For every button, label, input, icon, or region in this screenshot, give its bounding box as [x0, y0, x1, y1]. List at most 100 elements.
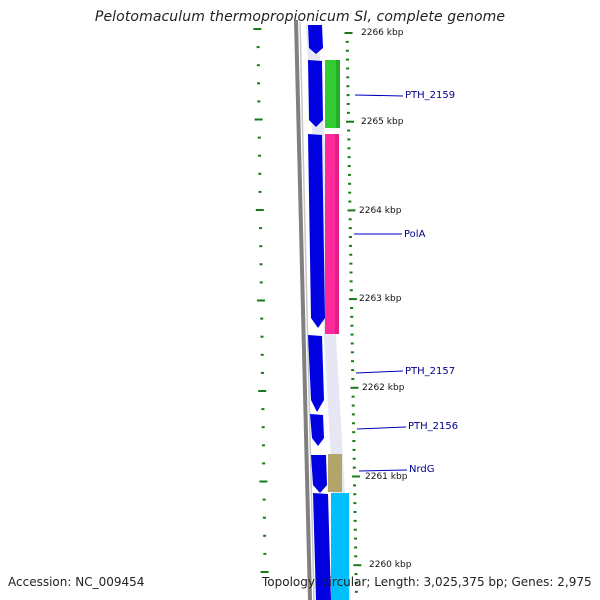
- label-leader-line: [354, 94, 404, 97]
- gene-arrow[interactable]: [311, 455, 327, 493]
- position-tick: [346, 76, 350, 79]
- ruler-dot: [263, 552, 267, 555]
- ruler-dot: [254, 118, 263, 121]
- ruler-dot: [253, 28, 262, 30]
- position-tick: [352, 431, 356, 434]
- gene-arrow[interactable]: [310, 414, 324, 446]
- position-tick: [352, 422, 356, 425]
- ruler-dot: [263, 534, 267, 537]
- position-tick: [349, 280, 353, 283]
- ruler-dot: [259, 480, 268, 483]
- gene-bar-next[interactable]: [331, 493, 349, 600]
- position-tick: [348, 200, 352, 203]
- position-tick: [350, 351, 354, 354]
- tick-label: 2263 kbp: [359, 294, 402, 304]
- ruler-dot: [258, 154, 262, 157]
- label-leader-line: [356, 426, 407, 430]
- position-tick: [352, 448, 356, 451]
- accession-text: Accession: NC_009454: [8, 575, 145, 589]
- gene-arrow[interactable]: [308, 335, 324, 412]
- ruler-dot: [261, 426, 265, 429]
- position-tick: [351, 395, 355, 398]
- gene-arrow[interactable]: [308, 60, 323, 127]
- gene-label-pth-2156[interactable]: PTH_2156: [408, 421, 458, 432]
- position-tick: [350, 342, 354, 345]
- ruler-dot: [258, 172, 262, 175]
- position-tick: [348, 218, 352, 221]
- tick-label: 2261 kbp: [365, 472, 408, 482]
- ruler-dot: [261, 444, 265, 447]
- backbone-arc: [294, 19, 312, 600]
- ruler-dot: [256, 299, 265, 302]
- position-tick: [346, 94, 350, 97]
- position-tick: [354, 590, 358, 593]
- ruler-dot: [256, 64, 260, 67]
- position-tick: [353, 493, 357, 496]
- ruler-dot: [257, 136, 261, 139]
- ruler-dot: [255, 209, 264, 211]
- position-tick: [353, 502, 357, 505]
- ruler-dot: [259, 281, 263, 284]
- ruler-dot: [260, 571, 269, 573]
- label-leader-line: [358, 469, 408, 472]
- gene-bar-nrdg[interactable]: [328, 454, 342, 492]
- gene-arrow[interactable]: [308, 134, 325, 328]
- position-tick: [353, 528, 357, 531]
- position-tick: [344, 32, 353, 34]
- position-tick: [350, 386, 359, 389]
- position-tick: [346, 102, 350, 105]
- position-tick: [349, 244, 353, 247]
- position-tick: [353, 537, 357, 540]
- position-tick: [351, 369, 355, 372]
- tick-label: 2266 kbp: [361, 28, 404, 38]
- position-tick: [349, 253, 353, 256]
- ruler-dot: [260, 353, 264, 356]
- topology-summary: Topology: circular; Length: 3,025,375 bp…: [262, 575, 592, 589]
- position-tick: [347, 173, 351, 176]
- position-tick: [351, 413, 355, 416]
- position-tick: [348, 298, 357, 301]
- position-tick: [347, 165, 351, 168]
- gene-arrow[interactable]: [308, 25, 323, 54]
- tick-label: 2265 kbp: [361, 117, 404, 127]
- position-tick: [350, 315, 354, 318]
- position-tick: [351, 475, 360, 478]
- position-tick: [347, 147, 351, 150]
- position-tick: [348, 182, 352, 185]
- gene-label-pth-2159[interactable]: PTH_2159: [405, 90, 455, 101]
- ruler-dot: [258, 190, 262, 193]
- gene-bar-pth-2159-shade: [336, 60, 340, 128]
- ruler-dot: [260, 317, 264, 320]
- gene-label-pth-2157[interactable]: PTH_2157: [405, 366, 455, 377]
- label-leader-line: [355, 370, 404, 374]
- position-tick: [351, 360, 355, 363]
- position-tick: [354, 581, 358, 584]
- position-tick: [353, 519, 357, 522]
- position-tick: [350, 324, 354, 327]
- position-tick: [349, 289, 353, 292]
- ruler-dot: [256, 46, 260, 49]
- position-tick: [354, 573, 358, 576]
- position-tick: [345, 49, 349, 52]
- position-tick: [352, 440, 356, 443]
- position-tick: [346, 67, 350, 70]
- gene-label-pola[interactable]: PolA: [404, 229, 426, 240]
- map-title: Pelotomaculum thermopropionicum SI, comp…: [94, 9, 506, 25]
- gene-arrow[interactable]: [313, 493, 331, 600]
- position-tick: [345, 58, 349, 61]
- position-tick: [352, 466, 356, 469]
- position-tick: [349, 262, 353, 265]
- position-tick: [354, 555, 358, 558]
- gene-label-nrdg[interactable]: NrdG: [409, 464, 435, 475]
- ruler-dot: [261, 408, 265, 411]
- position-tick: [346, 111, 350, 114]
- ruler-dot: [257, 100, 261, 103]
- position-tick-track: [344, 32, 362, 593]
- backbone-arc-inner: [299, 21, 315, 600]
- ruler-dot: [259, 263, 263, 266]
- ruler-dot: [260, 371, 264, 374]
- position-tick: [347, 156, 351, 159]
- position-tick: [349, 271, 353, 274]
- ruler-dot: [257, 82, 261, 85]
